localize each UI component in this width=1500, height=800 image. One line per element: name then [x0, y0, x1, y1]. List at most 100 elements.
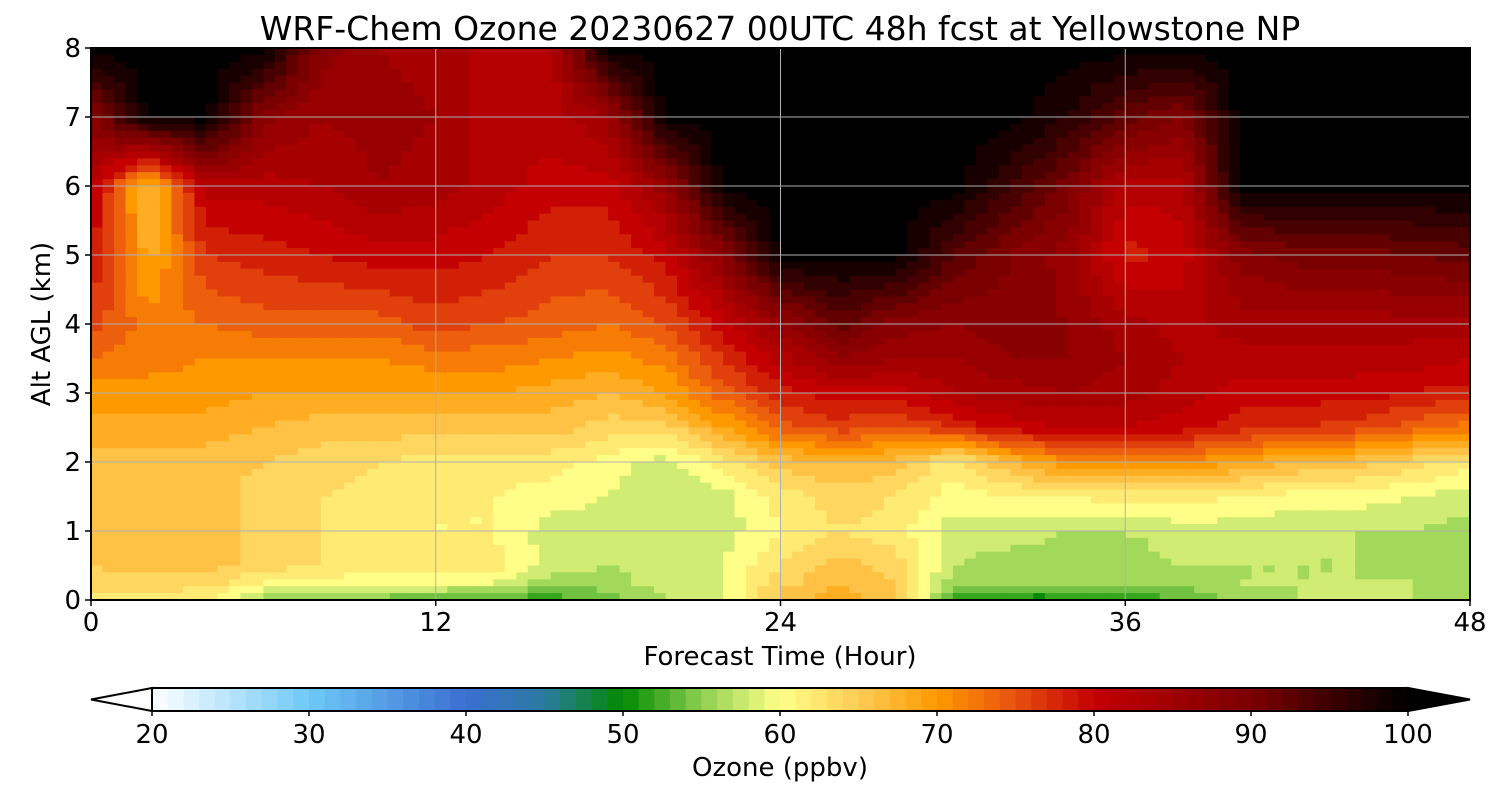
heatmap-cell: [1389, 213, 1402, 222]
heatmap-cell: [286, 282, 299, 291]
heatmap-cell: [791, 303, 805, 311]
heatmap-cell: [757, 241, 770, 249]
heatmap-cell: [1435, 48, 1448, 56]
heatmap-cell: [125, 241, 138, 249]
heatmap-cell: [1366, 96, 1379, 104]
heatmap-cell: [734, 151, 747, 159]
heatmap-cell: [447, 199, 460, 208]
heatmap-cell: [688, 330, 701, 339]
heatmap-cell: [1102, 123, 1115, 132]
heatmap-cell: [309, 261, 322, 270]
heatmap-cell: [1125, 213, 1138, 222]
heatmap-cell: [1412, 61, 1425, 70]
heatmap-cell: [251, 144, 264, 153]
heatmap-cell: [975, 268, 988, 277]
heatmap-cell: [1435, 324, 1448, 332]
heatmap-cell: [1136, 282, 1149, 291]
heatmap-cell: [573, 186, 586, 194]
heatmap-cell: [504, 275, 517, 284]
heatmap-cell: [1240, 282, 1253, 291]
heatmap-cell: [872, 261, 885, 270]
heatmap-cell: [1056, 261, 1069, 270]
heatmap-cell: [562, 172, 575, 180]
heatmap-cell: [1274, 117, 1287, 125]
heatmap-cell: [550, 324, 563, 332]
heatmap-cell: [1090, 179, 1103, 187]
heatmap-cell: [1309, 137, 1322, 146]
heatmap-cell: [654, 96, 667, 104]
heatmap-cell: [1159, 261, 1172, 270]
heatmap-cell: [837, 261, 851, 270]
heatmap-cell: [952, 296, 965, 304]
heatmap-cell: [447, 179, 460, 187]
heatmap-cell: [412, 151, 425, 159]
heatmap-cell: [481, 186, 494, 194]
heatmap-cell: [757, 310, 770, 318]
heatmap-cell: [780, 54, 793, 63]
heatmap-cell: [814, 172, 828, 180]
heatmap-cell: [228, 117, 241, 125]
heatmap-cell: [860, 103, 874, 111]
heatmap-cell: [1021, 213, 1034, 222]
heatmap-cell: [1412, 317, 1425, 325]
heatmap-cell: [826, 303, 839, 311]
heatmap-cell: [1102, 234, 1115, 242]
heatmap-cell: [1332, 213, 1345, 222]
heatmap-cell: [1056, 227, 1069, 235]
heatmap-cell: [941, 213, 954, 222]
heatmap-cell: [1343, 96, 1356, 104]
heatmap-cell: [849, 89, 862, 97]
heatmap-cell: [1090, 255, 1103, 263]
heatmap-cell: [424, 324, 437, 332]
heatmap-cell: [113, 82, 127, 90]
heatmap-cell: [975, 192, 988, 201]
heatmap-cell: [125, 206, 138, 215]
heatmap-cell: [688, 89, 701, 97]
heatmap-cell: [941, 268, 954, 277]
heatmap-cell: [608, 82, 621, 90]
heatmap-cell: [1102, 268, 1115, 277]
heatmap-cell: [1113, 310, 1126, 318]
heatmap-cell: [263, 289, 276, 297]
heatmap-cell: [1297, 158, 1310, 166]
heatmap-cell: [1194, 206, 1207, 215]
heatmap-cell: [872, 123, 885, 132]
heatmap-cell: [516, 103, 529, 111]
heatmap-cell: [1067, 192, 1080, 201]
heatmap-cell: [286, 289, 299, 297]
heatmap-cell: [1044, 48, 1057, 56]
heatmap-cell: [642, 179, 655, 187]
heatmap-cell: [435, 103, 448, 111]
heatmap-cell: [240, 275, 253, 284]
heatmap-cell: [343, 330, 356, 339]
heatmap-cell: [987, 123, 1000, 132]
heatmap-cell: [1378, 310, 1391, 318]
heatmap-cell: [458, 192, 471, 201]
heatmap-cell: [1159, 137, 1172, 146]
heatmap-cell: [814, 186, 828, 194]
heatmap-cell: [1332, 241, 1345, 249]
heatmap-cell: [608, 324, 621, 332]
heatmap-cell: [585, 234, 598, 242]
heatmap-cell: [297, 268, 310, 277]
heatmap-cell: [814, 213, 828, 222]
heatmap-cell: [562, 144, 575, 153]
heatmap-cell: [217, 158, 230, 166]
heatmap-cell: [504, 179, 517, 187]
heatmap-cell: [251, 213, 264, 222]
heatmap-cell: [527, 103, 540, 111]
heatmap-cell: [343, 248, 356, 256]
heatmap-cell: [688, 303, 701, 311]
heatmap-cell: [1136, 151, 1149, 159]
heatmap-cell: [1435, 186, 1448, 194]
heatmap-cell: [1412, 220, 1425, 228]
heatmap-cell: [1274, 172, 1287, 180]
heatmap-cell: [1378, 213, 1391, 222]
heatmap-cell: [803, 89, 816, 97]
heatmap-cell: [401, 255, 414, 263]
heatmap-cell: [803, 330, 816, 339]
heatmap-cell: [297, 192, 310, 201]
heatmap-cell: [91, 213, 104, 222]
heatmap-cell: [470, 54, 483, 63]
heatmap-cell: [1378, 317, 1391, 325]
